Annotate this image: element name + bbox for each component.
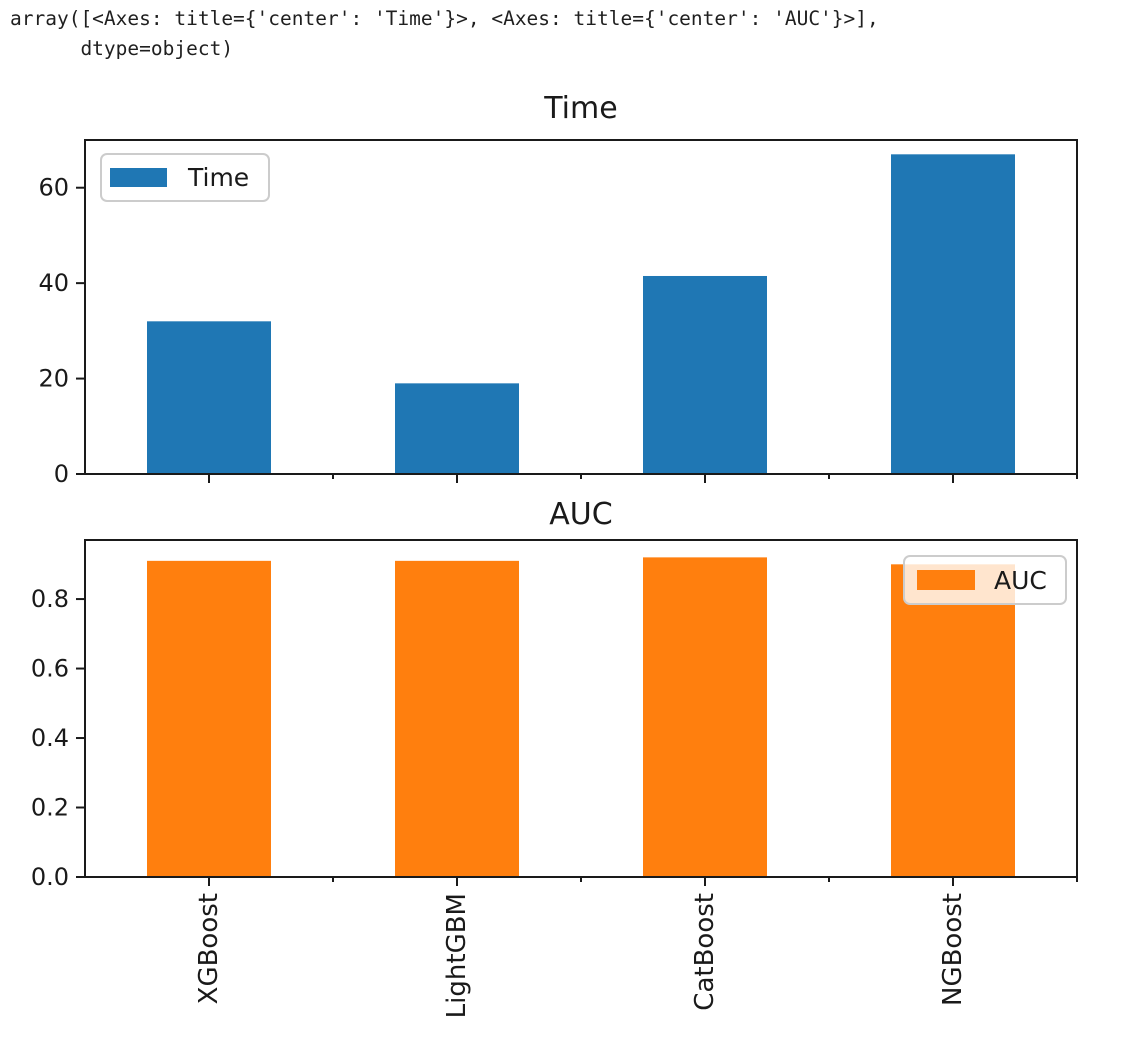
time-chart-title: Time <box>544 90 618 126</box>
x-tick-label-ngboost: NGBoost <box>938 893 968 1006</box>
catboost-auc-bar <box>643 557 767 877</box>
y-tick-label: 0.4 <box>31 724 69 752</box>
lightgbm-time-bar <box>395 383 519 474</box>
xgboost-auc-bar <box>147 560 271 877</box>
auc-legend: AUC <box>903 555 1067 605</box>
xgboost-time-bar <box>147 321 271 474</box>
y-tick-label: 40 <box>38 269 69 297</box>
lightgbm-auc-bar <box>395 560 519 877</box>
y-tick-label: 0.2 <box>31 794 69 822</box>
time-legend-swatch-icon <box>110 168 167 187</box>
y-tick-label: 60 <box>38 174 69 202</box>
catboost-time-bar <box>643 275 767 474</box>
auc-legend-swatch-icon <box>917 570 975 590</box>
time-legend: Time <box>100 153 270 202</box>
ngboost-time-bar <box>891 154 1015 475</box>
y-tick-label: 0.0 <box>31 863 69 891</box>
y-tick-label: 0.8 <box>31 585 69 613</box>
time-legend-label: Time <box>188 163 250 192</box>
y-tick-label: 20 <box>38 365 69 393</box>
array-repr-output: array([<Axes: title={'center': 'Time'}>,… <box>10 7 879 60</box>
x-tick-label-xgboost: XGBoost <box>194 893 224 1004</box>
ngboost-auc-bar <box>891 564 1015 877</box>
x-tick-label-catboost: CatBoost <box>690 893 720 1011</box>
y-tick-label: 0 <box>54 460 69 488</box>
auc-axes: 0.0 0.2 0.4 0.6 0.8 XGBoost LightGBM CatBoost NG… <box>31 539 1078 1018</box>
x-tick-label-lightgbm: LightGBM <box>442 893 472 1018</box>
auc-legend-label: AUC <box>994 565 1047 595</box>
time-axes: 0 20 40 60 <box>38 139 1078 488</box>
y-tick-label: 0.6 <box>31 655 69 683</box>
auc-chart-title: AUC <box>549 496 613 532</box>
